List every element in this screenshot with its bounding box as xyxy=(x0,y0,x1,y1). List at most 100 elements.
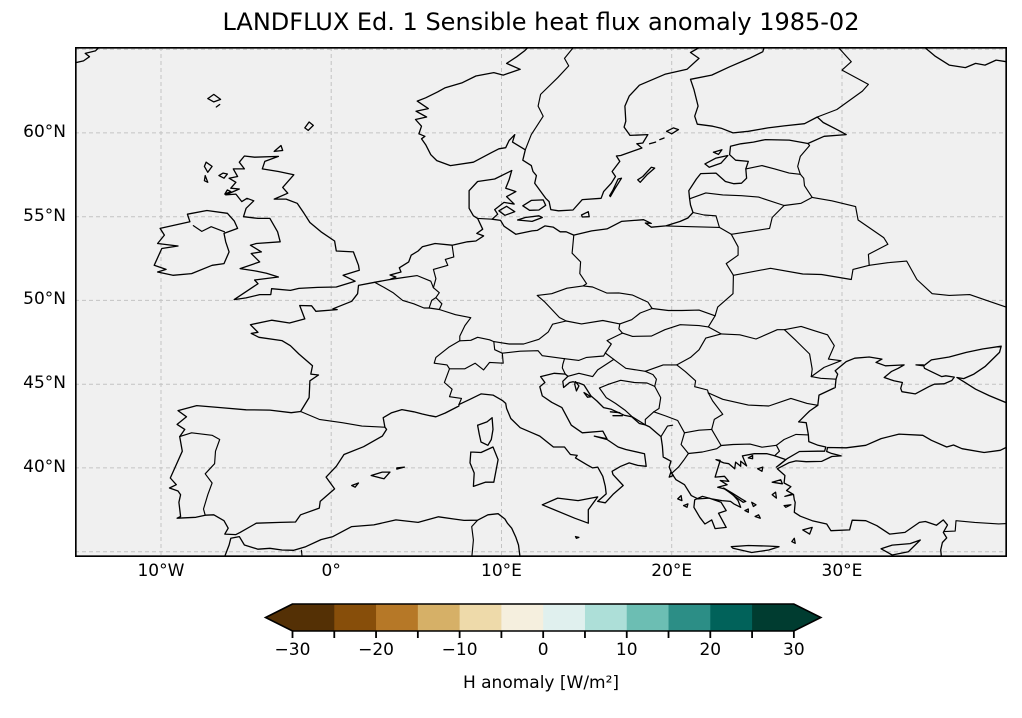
coastline xyxy=(522,199,547,211)
colorbar-tick-label: 0 xyxy=(537,640,549,660)
coastline xyxy=(791,537,796,544)
country-border xyxy=(448,352,504,371)
colorbar-segment xyxy=(626,604,669,631)
country-border xyxy=(438,308,472,342)
coastline xyxy=(215,103,221,108)
country-border xyxy=(783,329,813,378)
country-border xyxy=(707,315,716,328)
colorbar-segment xyxy=(459,604,502,631)
country-border xyxy=(799,173,813,198)
colorbar-tick-label: 30 xyxy=(783,640,805,660)
coastline xyxy=(218,172,229,179)
coastline xyxy=(225,155,360,301)
country-border xyxy=(459,336,495,343)
coastline xyxy=(541,496,599,524)
country-border xyxy=(671,452,689,474)
colorbar-segment xyxy=(334,604,377,631)
country-border xyxy=(389,275,434,289)
country-border xyxy=(651,307,716,317)
coastline xyxy=(414,47,702,212)
country-border xyxy=(653,385,662,413)
country-border xyxy=(428,297,443,311)
coastline xyxy=(744,508,749,513)
coastline xyxy=(923,47,1007,69)
coastline xyxy=(682,503,689,508)
coastline xyxy=(223,513,521,557)
country-border xyxy=(493,320,567,345)
country-border xyxy=(192,225,226,233)
country-border xyxy=(604,332,623,354)
country-border xyxy=(676,364,709,394)
colorbar-segment xyxy=(752,604,795,631)
country-border xyxy=(660,424,674,438)
lat-tick-label: 55°N xyxy=(23,205,66,226)
coastline xyxy=(370,471,391,480)
country-border xyxy=(683,428,713,434)
country-border xyxy=(501,350,566,360)
country-border xyxy=(692,211,720,228)
coastline xyxy=(608,177,623,198)
country-border xyxy=(471,519,479,557)
colorbar-segment xyxy=(376,604,419,631)
coastline xyxy=(207,93,222,103)
country-border xyxy=(432,287,440,299)
coastline xyxy=(747,454,754,460)
coastline xyxy=(783,504,792,508)
colorbar-segment xyxy=(710,604,753,631)
country-border xyxy=(725,233,739,276)
country-border xyxy=(608,379,656,387)
coastline xyxy=(754,514,761,519)
country-border xyxy=(745,165,801,175)
coastline xyxy=(153,209,239,276)
coastline xyxy=(802,526,813,535)
colorbar-tick-label: −20 xyxy=(358,640,394,660)
coastline xyxy=(224,189,232,195)
coastline xyxy=(771,491,778,499)
country-border xyxy=(714,274,734,317)
country-border xyxy=(707,326,722,335)
coastline xyxy=(776,433,1007,557)
map-axes xyxy=(75,47,1007,557)
country-border xyxy=(443,368,463,406)
country-border xyxy=(811,196,889,266)
colorbar-segment xyxy=(668,604,711,631)
coastline xyxy=(880,539,921,556)
coastline xyxy=(668,471,675,478)
country-border xyxy=(619,307,653,325)
coastline xyxy=(516,215,543,223)
coastline xyxy=(757,466,764,472)
country-border xyxy=(810,376,837,380)
coastline xyxy=(723,487,747,503)
country-border xyxy=(300,549,303,557)
country-border xyxy=(797,142,811,175)
europe-map xyxy=(75,47,1007,557)
coastline xyxy=(476,417,494,446)
country-border xyxy=(374,281,430,309)
country-border xyxy=(644,370,657,387)
country-border xyxy=(680,432,689,455)
colorbar-tick-label: 20 xyxy=(699,640,722,660)
plot-title: LANDFLUX Ed. 1 Sensible heat flux anomal… xyxy=(222,8,860,36)
lon-tick-label: 30°E xyxy=(821,561,863,581)
coastline xyxy=(771,479,784,485)
colorbar-segment xyxy=(501,604,544,631)
colorbar-segment xyxy=(292,604,335,631)
colorbar-label: H anomaly [W/m²] xyxy=(462,673,620,693)
country-border xyxy=(775,433,809,446)
coastline xyxy=(203,174,209,183)
coastline xyxy=(469,446,499,488)
coastline xyxy=(609,411,621,414)
coastline xyxy=(712,149,723,156)
country-border xyxy=(604,352,615,360)
country-border xyxy=(720,443,777,448)
country-border xyxy=(730,204,785,235)
coastline xyxy=(677,494,683,502)
country-border xyxy=(567,358,615,378)
coastline xyxy=(396,466,406,470)
axes-frame xyxy=(75,47,1007,557)
country-border xyxy=(687,444,722,455)
coastline xyxy=(730,544,780,554)
country-border xyxy=(493,341,503,354)
country-border xyxy=(653,411,686,434)
